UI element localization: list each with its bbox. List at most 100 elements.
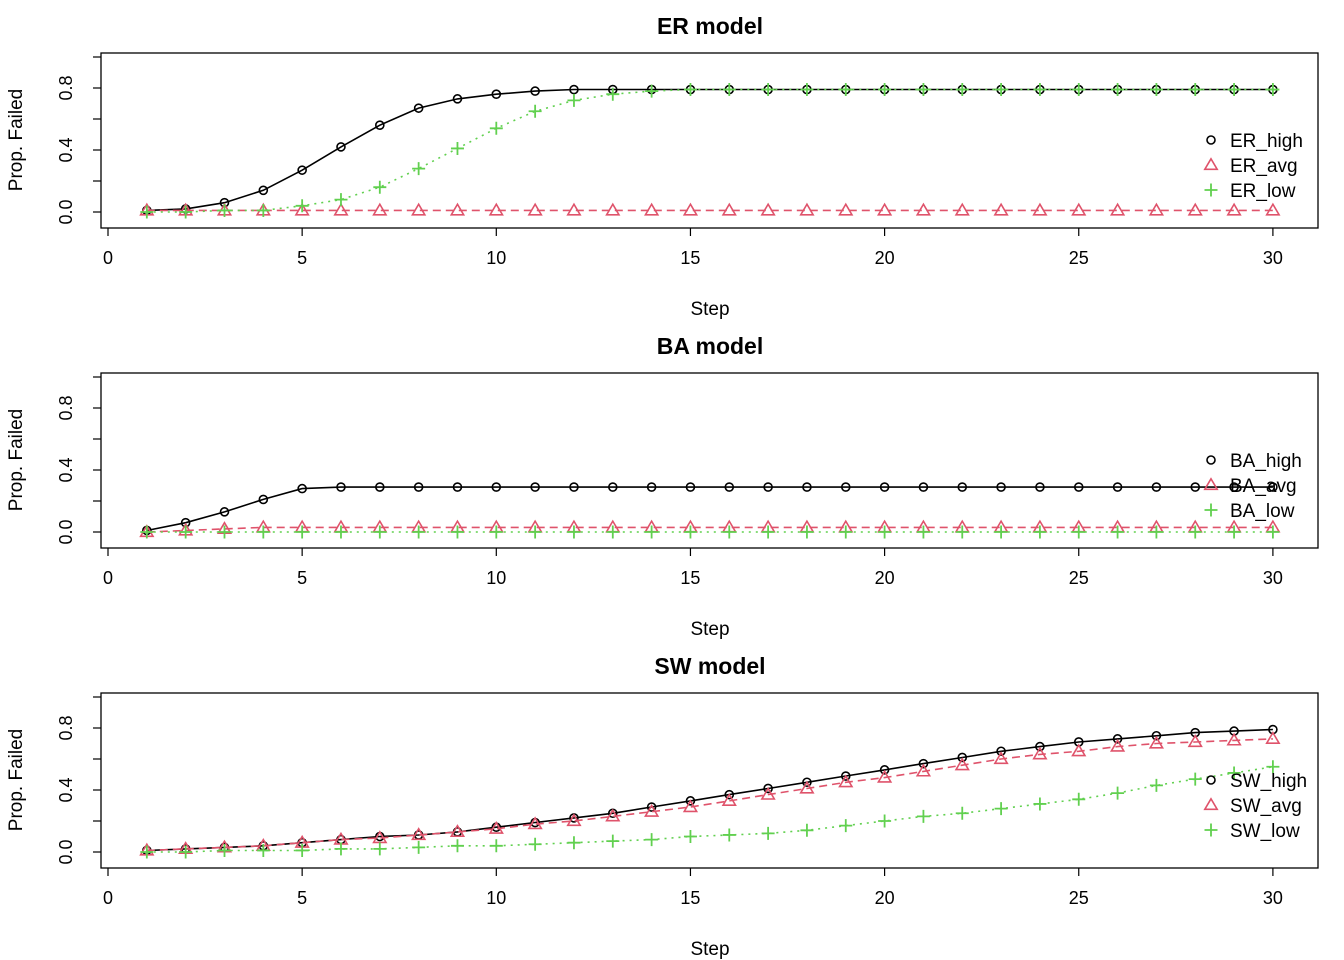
x-tick-label: 0 bbox=[103, 888, 113, 908]
data-point-ER_low bbox=[334, 193, 348, 207]
data-point-SW_low bbox=[489, 839, 503, 853]
data-point-SW_low bbox=[800, 823, 814, 837]
x-tick-label: 20 bbox=[875, 248, 895, 268]
data-point-SW_high bbox=[763, 783, 773, 794]
data-point-BA_low bbox=[412, 525, 426, 539]
data-point-SW_high bbox=[1035, 741, 1045, 752]
data-point-ER_high bbox=[452, 94, 463, 104]
data-point-ER_avg bbox=[1148, 202, 1165, 216]
data-point-ER_low bbox=[1072, 83, 1086, 97]
data-point-ER_low bbox=[567, 93, 581, 107]
data-point-SW_high bbox=[724, 789, 735, 800]
data-point-BA_high bbox=[1151, 482, 1162, 492]
plot-area bbox=[100, 692, 1319, 869]
chart-title: SW model bbox=[654, 653, 765, 679]
data-point-SW_avg bbox=[1265, 731, 1281, 744]
data-point-ER_avg bbox=[954, 202, 970, 216]
data-point-SW_low bbox=[1072, 792, 1086, 806]
data-point-SW_avg bbox=[644, 803, 660, 817]
data-point-BA_low bbox=[683, 525, 697, 539]
x-tick-label: 5 bbox=[297, 888, 307, 908]
data-point-ER_low bbox=[1033, 83, 1047, 97]
data-point-SW_avg bbox=[877, 769, 893, 783]
data-point-ER_low bbox=[373, 180, 387, 194]
data-point-ER_low bbox=[800, 83, 814, 97]
data-point-ER_avg bbox=[682, 202, 699, 216]
y-axis-label: Prop. Failed bbox=[6, 89, 27, 191]
legend-label: BA_high bbox=[1230, 451, 1302, 472]
data-point-BA_low bbox=[489, 525, 503, 539]
data-point-ER_low bbox=[916, 83, 930, 97]
data-point-BA_low bbox=[373, 525, 387, 539]
data-point-ER_avg bbox=[1187, 202, 1203, 216]
x-tick-label: 25 bbox=[1069, 248, 1089, 268]
data-point-ER_low bbox=[450, 141, 464, 155]
data-point-BA_high bbox=[569, 482, 579, 492]
legend-label: SW_avg bbox=[1230, 796, 1302, 817]
data-point-SW_low bbox=[994, 802, 1008, 816]
data-point-ER_high bbox=[569, 84, 579, 95]
series-line-SW_low bbox=[146, 766, 1274, 853]
data-point-SW_high bbox=[996, 746, 1006, 757]
data-point-ER_avg bbox=[527, 202, 543, 216]
data-point-BA_low bbox=[1188, 525, 1202, 539]
data-point-ER_high bbox=[491, 89, 502, 99]
legend-label: SW_high bbox=[1230, 771, 1307, 792]
data-point-SW_avg bbox=[1071, 743, 1087, 757]
x-tick-label: 25 bbox=[1069, 888, 1089, 908]
data-point-SW_avg bbox=[954, 757, 970, 771]
x-tick-label: 25 bbox=[1069, 568, 1089, 588]
legend-symbol-SW_low bbox=[1204, 823, 1218, 837]
data-point-ER_high bbox=[375, 120, 385, 130]
data-point-SW_low bbox=[140, 845, 154, 859]
y-axis-label: Prop. Failed bbox=[6, 729, 27, 831]
data-point-SW_high bbox=[1112, 734, 1123, 744]
plot-area bbox=[100, 372, 1319, 549]
data-point-BA_high bbox=[996, 482, 1006, 492]
data-point-ER_low bbox=[839, 83, 853, 97]
data-point-BA_high bbox=[763, 482, 773, 492]
x-tick-label: 20 bbox=[875, 568, 895, 588]
data-point-ER_avg bbox=[1071, 202, 1087, 216]
data-point-ER_low bbox=[994, 83, 1008, 97]
data-point-SW_low bbox=[567, 836, 581, 850]
data-point-BA_low bbox=[645, 525, 659, 539]
data-point-SW_low bbox=[217, 843, 231, 857]
data-point-SW_avg bbox=[760, 786, 776, 800]
panel-ba: BA model 0 5 10 15 20 25 30 Step 0.0 0.4 0.8 Prop. F… bbox=[6, 333, 1319, 640]
data-point-SW_low bbox=[1266, 760, 1280, 774]
data-point-BA_high bbox=[1112, 482, 1123, 492]
data-point-SW_high bbox=[1151, 730, 1162, 741]
legend-symbol-SW_avg bbox=[1203, 797, 1219, 811]
data-point-ER_low bbox=[1111, 83, 1125, 97]
data-point-ER_avg bbox=[1109, 202, 1126, 216]
data-point-ER_avg bbox=[566, 202, 582, 216]
data-point-SW_high bbox=[918, 758, 929, 769]
data-point-ER_low bbox=[217, 203, 231, 217]
data-point-SW_low bbox=[450, 839, 464, 853]
data-point-SW_avg bbox=[372, 830, 388, 844]
x-tick-label: 0 bbox=[103, 248, 113, 268]
data-point-ER_high bbox=[258, 185, 269, 196]
data-point-BA_high bbox=[840, 482, 851, 492]
x-tick-label: 0 bbox=[103, 568, 113, 588]
data-point-ER_low bbox=[1227, 83, 1241, 97]
legend-symbol-ER_high bbox=[1206, 135, 1216, 145]
x-tick-label: 15 bbox=[680, 568, 700, 588]
data-point-SW_avg bbox=[993, 751, 1009, 765]
data-point-ER_avg bbox=[1032, 202, 1048, 216]
data-point-BA_high bbox=[957, 482, 968, 492]
data-point-ER_high bbox=[297, 165, 307, 175]
data-point-SW_avg bbox=[527, 816, 543, 830]
data-point-ER_high bbox=[413, 103, 424, 113]
data-point-ER_low bbox=[256, 203, 270, 217]
data-point-BA_low bbox=[1111, 525, 1125, 539]
y-tick-label: 0.0 bbox=[56, 199, 76, 224]
data-point-BA_low bbox=[450, 525, 464, 539]
data-point-BA_high bbox=[219, 507, 230, 517]
data-point-BA_high bbox=[336, 482, 346, 492]
data-point-SW_low bbox=[955, 806, 969, 820]
data-point-BA_low bbox=[528, 525, 542, 539]
data-point-BA_low bbox=[839, 525, 853, 539]
data-point-SW_avg bbox=[488, 820, 504, 834]
